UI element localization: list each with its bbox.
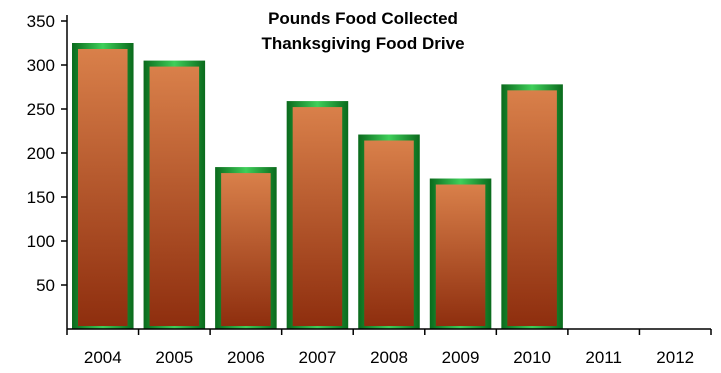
y-tick-label: 200 (27, 144, 55, 163)
x-tick-label: 2007 (299, 348, 337, 367)
x-tick-label: 2004 (84, 348, 122, 367)
x-tick-label: 2005 (155, 348, 193, 367)
x-tick-label: 2006 (227, 348, 265, 367)
bar-fill (149, 66, 200, 326)
bar-fill (78, 49, 128, 326)
y-tick-label: 50 (36, 276, 55, 295)
bar-fill (292, 107, 343, 326)
y-tick-label: 350 (27, 12, 55, 31)
chart-subtitle: Thanksgiving Food Drive (261, 34, 464, 53)
bar-fill (364, 140, 414, 326)
x-tick-label: 2010 (513, 348, 551, 367)
bar-fill (507, 90, 557, 326)
bar-fill (221, 173, 271, 326)
axes-layer (61, 15, 712, 335)
bar-2006 (215, 167, 277, 329)
bar-2010 (501, 84, 563, 329)
x-tick-label: 2011 (585, 348, 622, 367)
chart-title: Pounds Food Collected (268, 9, 458, 28)
bar-2009 (429, 178, 492, 329)
x-tick-label: 2008 (370, 348, 408, 367)
y-tick-label: 150 (27, 188, 55, 207)
y-tick-label: 250 (27, 100, 55, 119)
y-tick-label: 100 (27, 232, 55, 251)
bar-2004 (72, 43, 134, 329)
bar-2007 (286, 101, 349, 329)
x-tick-label: 2009 (442, 348, 480, 367)
bar-2008 (358, 134, 420, 329)
y-tick-label: 300 (27, 56, 55, 75)
x-tick-label: 2012 (656, 348, 694, 367)
bars-layer (72, 43, 563, 329)
bar-fill (435, 184, 486, 326)
labels-layer: 50 100 150 200 250 300 350 2004 2005 2006 2007 2008… (27, 12, 695, 367)
bar-2005 (143, 60, 206, 329)
